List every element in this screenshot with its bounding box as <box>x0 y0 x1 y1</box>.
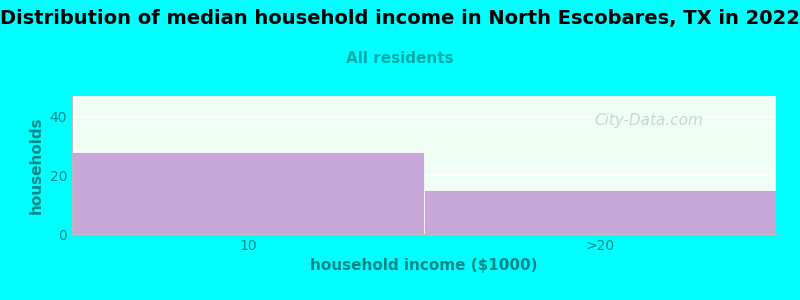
X-axis label: household income ($1000): household income ($1000) <box>310 258 538 273</box>
Y-axis label: households: households <box>29 116 44 214</box>
Text: City-Data.com: City-Data.com <box>595 113 704 128</box>
Bar <box>424 190 776 234</box>
Text: All residents: All residents <box>346 51 454 66</box>
Bar <box>72 152 424 234</box>
Text: Distribution of median household income in North Escobares, TX in 2022: Distribution of median household income … <box>0 9 800 28</box>
